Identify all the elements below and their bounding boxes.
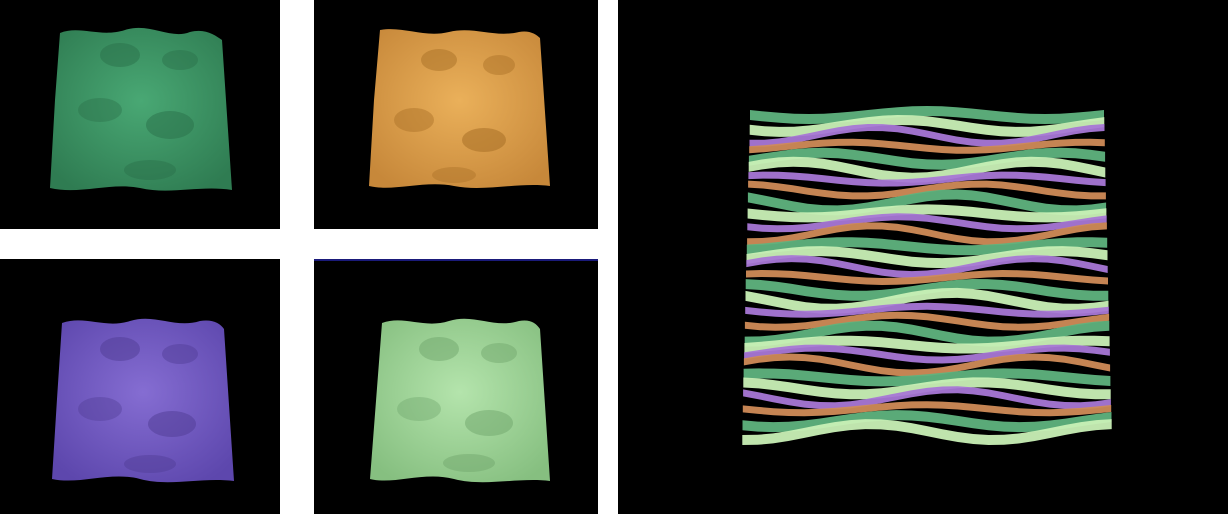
interwoven-strips-render: [742, 106, 1112, 445]
strip-27: [743, 386, 1111, 410]
strip-24: [743, 353, 1111, 377]
strip-21: [744, 320, 1110, 347]
strip-7: [748, 171, 1106, 187]
strip-3: [749, 124, 1105, 147]
light-green-surface-panel: [314, 259, 598, 514]
strip-25: [743, 368, 1111, 387]
strip-29: [742, 410, 1112, 433]
strip-30: [742, 419, 1112, 445]
strip-20: [744, 311, 1110, 331]
strip-16: [746, 270, 1108, 285]
strip-4: [749, 138, 1105, 154]
strip-1: [750, 106, 1104, 124]
strip-10: [747, 204, 1107, 223]
strip-23: [744, 344, 1110, 364]
strip-14: [746, 246, 1108, 269]
orange-surface: [369, 29, 550, 188]
purple-surface-render: [52, 318, 234, 483]
strip-5: [748, 147, 1106, 170]
light-green-surface-render: [370, 318, 550, 483]
strip-9: [747, 189, 1107, 216]
strip-12: [747, 222, 1107, 246]
strip-6: [748, 156, 1106, 183]
strip-19: [745, 302, 1109, 318]
strip-8: [748, 180, 1106, 200]
purple-surface-panel: [0, 259, 280, 514]
interwoven-strips-panel: [618, 0, 1228, 514]
strip-28: [742, 401, 1112, 417]
green-surface: [50, 27, 232, 191]
orange-surface-panel: [314, 0, 598, 229]
orange-surface-render: [369, 29, 550, 188]
strip-2: [749, 115, 1105, 137]
light-green-surface: [370, 318, 550, 483]
strip-11: [747, 213, 1107, 233]
strip-15: [746, 255, 1108, 279]
green-surface-render: [50, 27, 232, 191]
green-surface-panel: [0, 0, 280, 229]
strip-18: [745, 287, 1109, 314]
purple-surface: [52, 318, 234, 483]
